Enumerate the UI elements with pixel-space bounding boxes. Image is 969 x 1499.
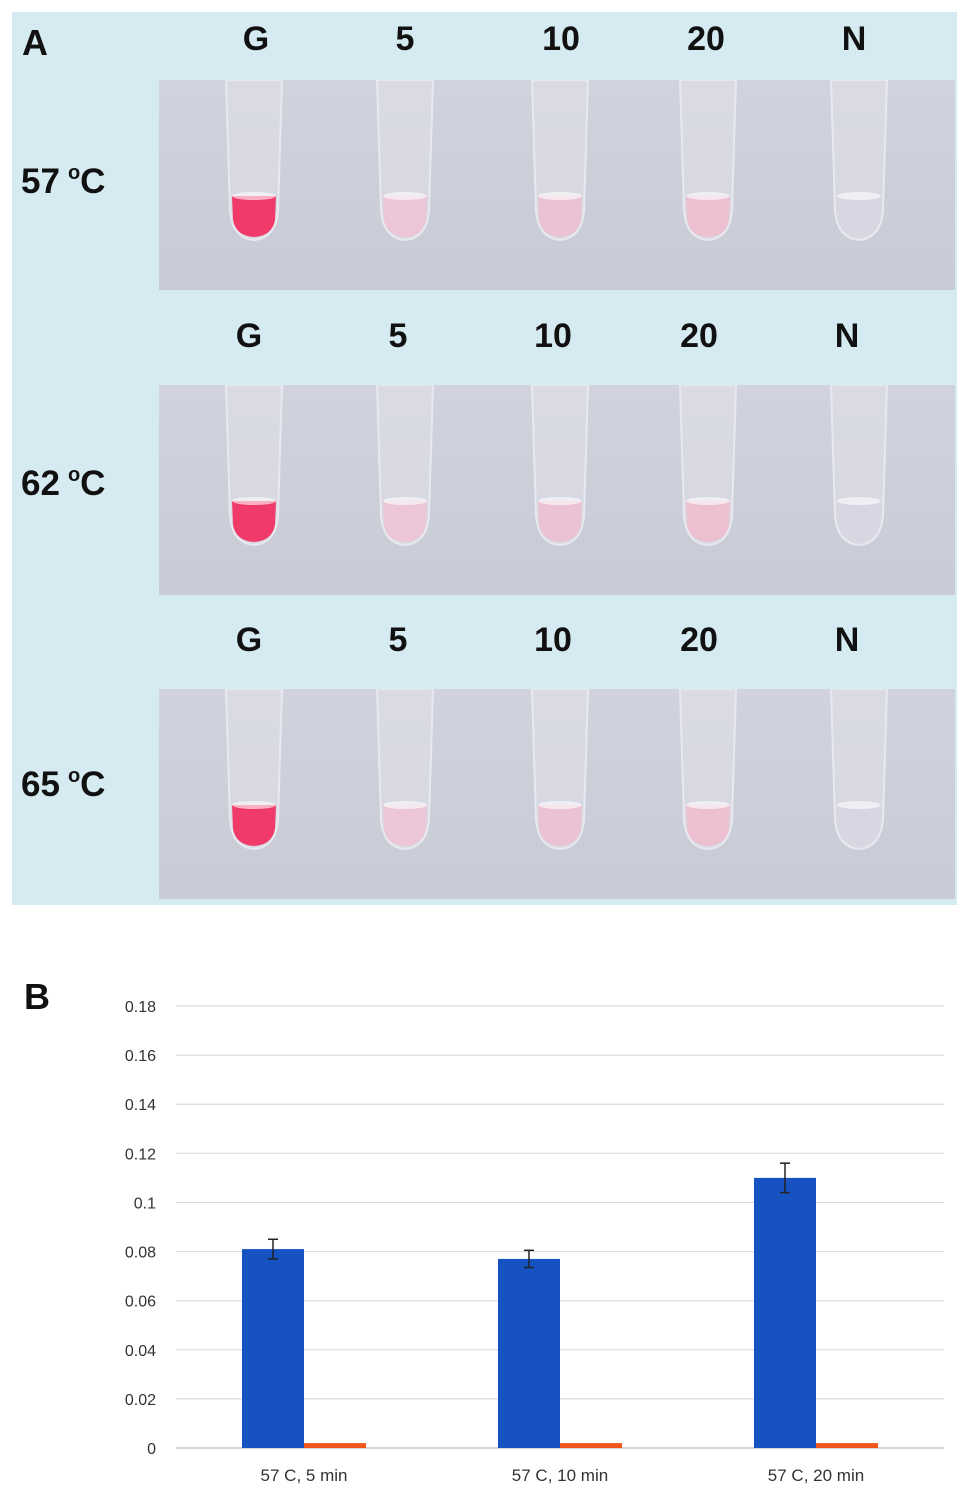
y-axis-ticks: 0 0.02 0.04 0.06 0.08 0.1 0.12 0.14 0.16 0.18 <box>125 999 156 1458</box>
tube-5-62c <box>375 385 435 547</box>
y-tick-label: 0.04 <box>125 1343 156 1360</box>
column-label-5: 5 <box>388 621 408 659</box>
row-label-62c: 62 oC <box>21 464 106 503</box>
bar-chart-svg: 0 0.02 0.04 0.06 0.08 0.1 0.12 0.14 0.16 0.18 57 … <box>125 999 944 1485</box>
bar-series-2 <box>560 1443 622 1448</box>
tube-n-57c <box>829 80 889 242</box>
x-axis-categories: 57 C, 5 min 57 C, 10 min 57 C, 20 min <box>261 1466 865 1485</box>
column-label-5: 5 <box>395 20 415 58</box>
column-label-20: 20 <box>680 621 718 659</box>
column-label-20: 20 <box>680 317 718 355</box>
bar-series-1 <box>754 1177 816 1448</box>
y-tick-label: 0.02 <box>125 1392 156 1409</box>
tube-20-57c <box>678 80 738 242</box>
x-category-label: 57 C, 20 min <box>768 1466 864 1485</box>
column-label-g: G <box>235 621 263 659</box>
panel-a-letter: A <box>22 22 48 63</box>
y-tick-label: 0.16 <box>125 1048 156 1065</box>
column-label-10: 10 <box>542 20 580 58</box>
column-label-n: N <box>834 621 860 659</box>
tube-5-57c <box>375 80 435 242</box>
column-label-10: 10 <box>534 621 572 659</box>
column-label-5: 5 <box>388 317 408 355</box>
tube-10-62c <box>530 385 590 547</box>
column-label-n: N <box>834 317 860 355</box>
error-bars <box>268 1162 790 1269</box>
tube-photo-62c <box>159 385 955 595</box>
column-label-n: N <box>841 20 867 58</box>
y-tick-label: 0.14 <box>125 1097 156 1114</box>
panel-a-photo-figure: A G 5 10 20 N 57 oC G 5 10 20 N 62 oC G 5 … <box>12 12 957 905</box>
y-tick-label: 0.12 <box>125 1146 156 1163</box>
row-label-65c: 65 oC <box>21 765 106 804</box>
tube-n-62c <box>829 385 889 547</box>
x-category-label: 57 C, 10 min <box>512 1466 608 1485</box>
column-label-g: G <box>242 20 270 58</box>
bars <box>242 1177 878 1448</box>
tube-10-65c <box>530 689 590 851</box>
panel-b-bar-chart: 0 0.02 0.04 0.06 0.08 0.1 0.12 0.14 0.16 0.18 57 … <box>0 960 969 1499</box>
bar-series-2 <box>304 1443 366 1448</box>
tube-n-65c <box>829 689 889 851</box>
tube-10-57c <box>530 80 590 242</box>
column-label-10: 10 <box>534 317 572 355</box>
bar-series-2 <box>816 1443 878 1448</box>
x-category-label: 57 C, 5 min <box>261 1466 348 1485</box>
tube-g-62c <box>224 385 284 547</box>
y-tick-label: 0.1 <box>134 1195 156 1212</box>
panel-b-letter: B <box>24 976 50 1017</box>
tube-5-65c <box>375 689 435 851</box>
bar-series-1 <box>242 1249 304 1448</box>
tube-20-62c <box>678 385 738 547</box>
y-tick-label: 0.18 <box>125 999 156 1016</box>
bar-series-1 <box>498 1258 560 1448</box>
tube-20-65c <box>678 689 738 851</box>
row-label-57c: 57 oC <box>21 162 106 201</box>
column-label-g: G <box>235 317 263 355</box>
y-tick-label: 0 <box>147 1441 156 1458</box>
tube-g-65c <box>224 689 284 851</box>
tube-photo-57c <box>159 80 955 290</box>
tube-g-57c <box>224 80 284 242</box>
y-tick-label: 0.08 <box>125 1245 156 1262</box>
y-tick-label: 0.06 <box>125 1294 156 1311</box>
column-label-20: 20 <box>687 20 725 58</box>
tube-photo-65c <box>159 689 955 899</box>
